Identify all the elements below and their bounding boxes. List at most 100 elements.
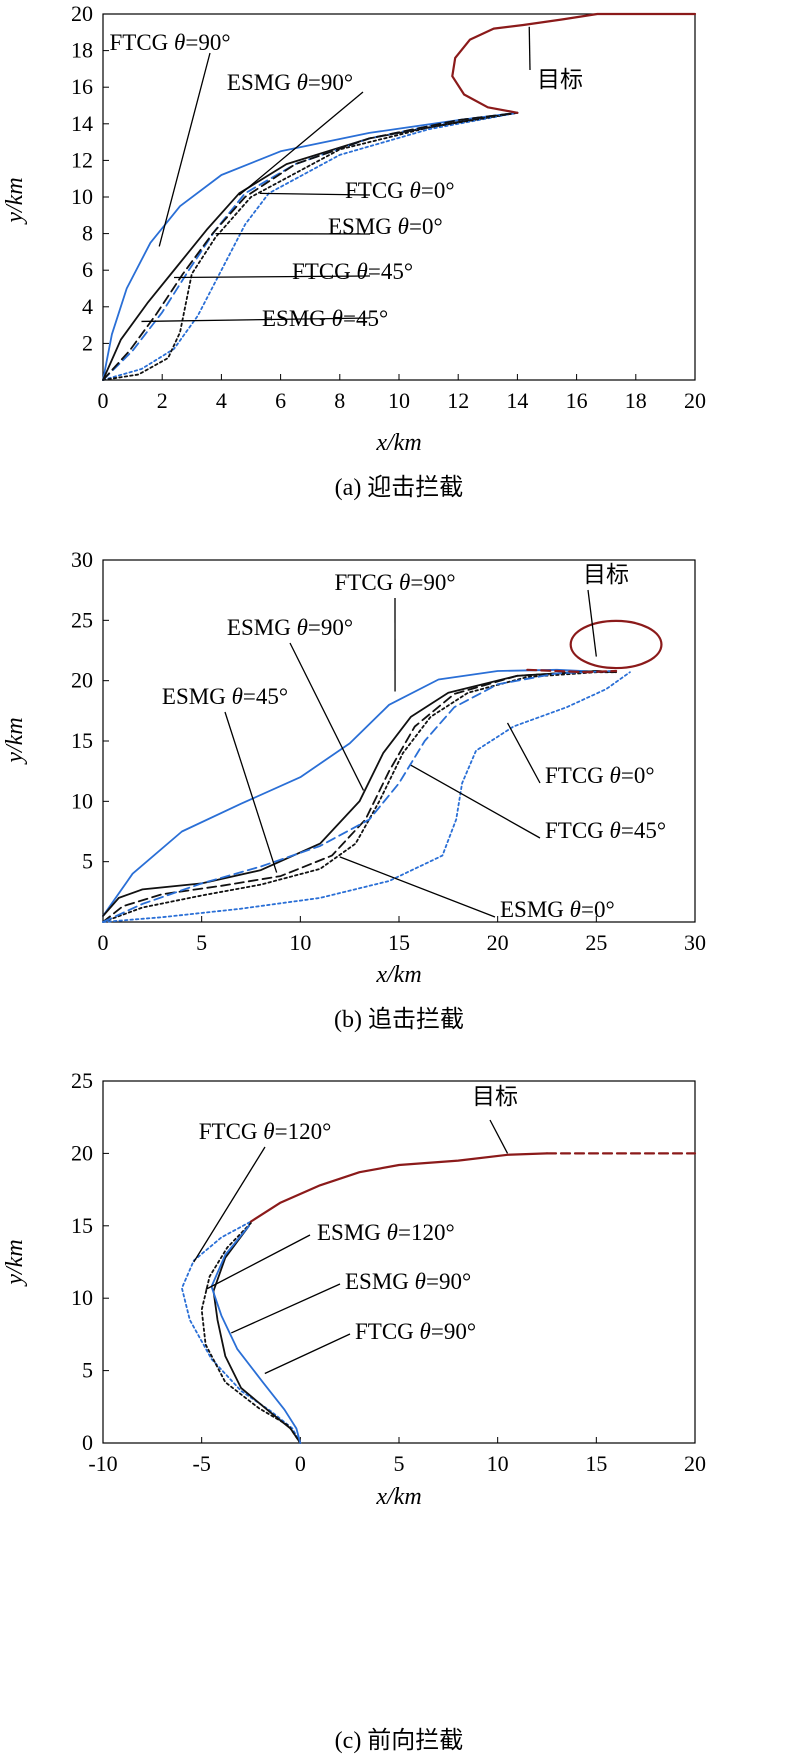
x-tick-label: 12 [447, 388, 469, 413]
y-tick-label: 16 [71, 74, 93, 99]
x-tick-label: 0 [98, 930, 109, 955]
target-label: 目标 [583, 562, 629, 587]
y-tick-label: 10 [71, 788, 93, 813]
chart-c-xlabel: x/km [375, 1484, 421, 1510]
annotation-leader [205, 1234, 311, 1291]
annotation-leader [158, 52, 211, 247]
x-tick-label: 20 [487, 930, 509, 955]
annotation-label: ESMG θ=90° [227, 615, 353, 640]
series-line-1 [102, 111, 519, 381]
annotation-leader [264, 1333, 351, 1375]
series-line-6 [526, 668, 618, 674]
series-line-6 [451, 12, 697, 114]
target-label: 目标 [472, 1084, 518, 1109]
x-tick-label: 8 [334, 388, 345, 413]
annotation-leader [410, 764, 541, 839]
annotation-label: FTCG θ=0° [345, 178, 455, 203]
annotation-leader [230, 1283, 341, 1334]
chart-c-frame [102, 1080, 696, 1444]
y-tick-label: 14 [71, 111, 93, 136]
annotation-leader [506, 722, 541, 784]
x-tick-label: 10 [388, 388, 410, 413]
series-line-0 [180, 1220, 302, 1444]
series-line-2 [102, 111, 519, 381]
chart-c-caption: (c) 前向拦截 [335, 1727, 464, 1754]
x-tick-label: -5 [193, 1451, 211, 1476]
annotation-label: ESMG θ=45° [262, 306, 388, 331]
x-tick-label: 0 [98, 388, 109, 413]
y-tick-label: 4 [82, 294, 93, 319]
chart-b-xlabel: x/km [375, 962, 421, 988]
annotation-label: FTCG θ=90° [334, 570, 455, 595]
series-line-4 [102, 111, 519, 381]
series-line-5 [102, 111, 519, 381]
x-tick-label: 25 [585, 930, 607, 955]
series-line-3 [210, 1224, 302, 1444]
annotation-label: ESMG θ=120° [317, 1220, 455, 1245]
y-tick-label: 6 [82, 257, 93, 282]
x-tick-label: 5 [394, 1451, 405, 1476]
annotation-leader [339, 856, 496, 918]
y-tick-label: 30 [71, 547, 93, 572]
x-tick-label: 2 [157, 388, 168, 413]
y-tick-label: 20 [71, 1, 93, 26]
annotation-label: ESMG θ=90° [227, 70, 353, 95]
target-leader [489, 1119, 509, 1154]
annotation-label: FTCG θ=45° [292, 259, 413, 284]
x-tick-label: 16 [566, 388, 588, 413]
y-tick-label: 20 [71, 1140, 93, 1165]
annotation-leader [224, 711, 278, 873]
x-tick-label: 18 [625, 388, 647, 413]
y-tick-label: 15 [71, 728, 93, 753]
chart-a-xlabel: x/km [375, 430, 421, 456]
y-tick-label: 15 [71, 1213, 93, 1238]
series-line-4 [249, 1152, 549, 1223]
chart-a: 0 2 4 6 8 10 12 14 16 18 20 2 4 6 8 10 12 14 16 18 20 FTCG θ… [2, 1, 706, 501]
x-tick-label: 14 [506, 388, 528, 413]
series-line-3 [102, 671, 617, 923]
y-tick-label: 18 [71, 38, 93, 63]
chart-b-ylabel: y/km [2, 717, 28, 764]
x-tick-label: 15 [388, 930, 410, 955]
series-line-3 [102, 111, 519, 381]
series-line-5 [102, 671, 631, 923]
y-tick-label: 2 [82, 330, 93, 355]
x-tick-label: 15 [585, 1451, 607, 1476]
x-tick-label: 20 [684, 388, 706, 413]
series-line-0 [102, 111, 519, 381]
target-trajectory-loop [569, 619, 663, 670]
x-tick-label: 10 [289, 930, 311, 955]
annotation-label: ESMG θ=90° [345, 1269, 471, 1294]
y-tick-label: 10 [71, 184, 93, 209]
annotation-label: FTCG θ=45° [545, 818, 666, 843]
x-tick-label: -10 [88, 1451, 117, 1476]
x-tick-label: 4 [216, 388, 227, 413]
annotation-leader [289, 642, 365, 791]
chart-a-caption: (a) 迎击拦截 [335, 474, 464, 501]
annotation-label: FTCG θ=120° [199, 1119, 332, 1144]
series-line-4 [102, 670, 613, 923]
y-tick-label: 5 [82, 849, 93, 874]
y-tick-label: 5 [82, 1358, 93, 1383]
series-line-2 [212, 1224, 302, 1444]
annotation-leader [259, 192, 371, 196]
target-label: 目标 [537, 67, 583, 92]
chart-c: -10 -5 0 5 10 15 20 0 5 10 15 20 25 FTCG θ=120° ESMG … [2, 1068, 706, 1754]
x-tick-label: 0 [295, 1451, 306, 1476]
chart-b-caption: (b) 追击拦截 [334, 1006, 464, 1033]
annotation-label: FTCG θ=0° [545, 763, 655, 788]
annotation-leader [193, 1146, 266, 1263]
x-tick-label: 6 [275, 388, 286, 413]
y-tick-label: 25 [71, 1068, 93, 1093]
annotation-label: FTCG θ=90° [355, 1319, 476, 1344]
series-line-2 [102, 670, 617, 923]
chart-b-frame [102, 559, 696, 923]
y-tick-label: 0 [82, 1430, 93, 1455]
y-tick-label: 8 [82, 221, 93, 246]
chart-a-ylabel: y/km [2, 177, 28, 224]
series-line-0 [102, 668, 608, 917]
x-tick-label: 20 [684, 1451, 706, 1476]
x-tick-label: 10 [487, 1451, 509, 1476]
target-leader [587, 589, 597, 657]
